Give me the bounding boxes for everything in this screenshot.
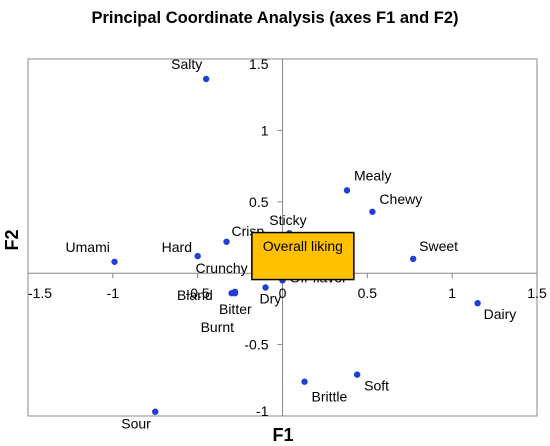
data-point: [474, 299, 481, 307]
overall-liking-label: Overall liking: [263, 238, 343, 254]
x-axis-title: F1: [272, 425, 293, 445]
x-tick-label: -1.5: [28, 285, 52, 301]
data-point: [301, 378, 308, 385]
point-label: Dry: [260, 290, 282, 306]
y-tick-label: -1: [256, 403, 269, 419]
data-point: [353, 371, 361, 378]
point-label: Salty: [171, 56, 202, 72]
point-label: Sweet: [419, 238, 458, 254]
highlight-layer: Overall liking: [251, 231, 355, 281]
data-point: [111, 258, 118, 265]
y-tick-label: -0.5: [244, 337, 268, 353]
data-point: [409, 255, 417, 263]
overall-liking-box: [251, 231, 355, 281]
point-label: Mealy: [354, 167, 391, 183]
data-point: [194, 252, 201, 260]
x-tick-label: -0.5: [186, 285, 210, 301]
point-label: Dairy: [484, 306, 517, 322]
point-label: Umami: [66, 239, 110, 255]
point-label: Sticky: [269, 212, 306, 228]
x-tick-label: 0.5: [358, 285, 378, 301]
y-tick-label: 1: [261, 122, 269, 138]
point-label: Crunchy: [196, 260, 248, 276]
data-point: [262, 284, 269, 291]
point-label: Hard: [162, 239, 192, 255]
x-tick-label: 0: [279, 285, 287, 301]
data-point: [369, 208, 376, 215]
data-point: [223, 238, 230, 245]
data-point: [152, 408, 159, 415]
point-label: Chewy: [379, 191, 422, 207]
y-tick-label: 1.5: [249, 56, 269, 72]
chart-title: Principal Coordinate Analysis (axes F1 a…: [91, 9, 458, 27]
x-tick-label: 1: [448, 285, 456, 301]
tick-layer: -1.5 -1 -0.5 0 0.5 1 1.5 -1 -0.5 0.5 1 1.5: [27, 56, 547, 419]
point-label: Sour: [121, 416, 151, 432]
point-label: Bland: [177, 287, 213, 303]
data-point: [202, 75, 210, 83]
point-label: Soft: [364, 378, 389, 394]
x-tick-label: 1.5: [527, 285, 547, 301]
data-point: [343, 187, 351, 194]
data-point: [228, 289, 235, 297]
y-tick-label: 0.5: [249, 194, 269, 210]
point-label: Burnt: [201, 319, 235, 335]
point-label: Brittle: [312, 389, 348, 405]
y-axis-title: F2: [2, 229, 22, 250]
x-tick-label: -1: [107, 285, 120, 301]
point-label: Bitter: [219, 301, 252, 317]
